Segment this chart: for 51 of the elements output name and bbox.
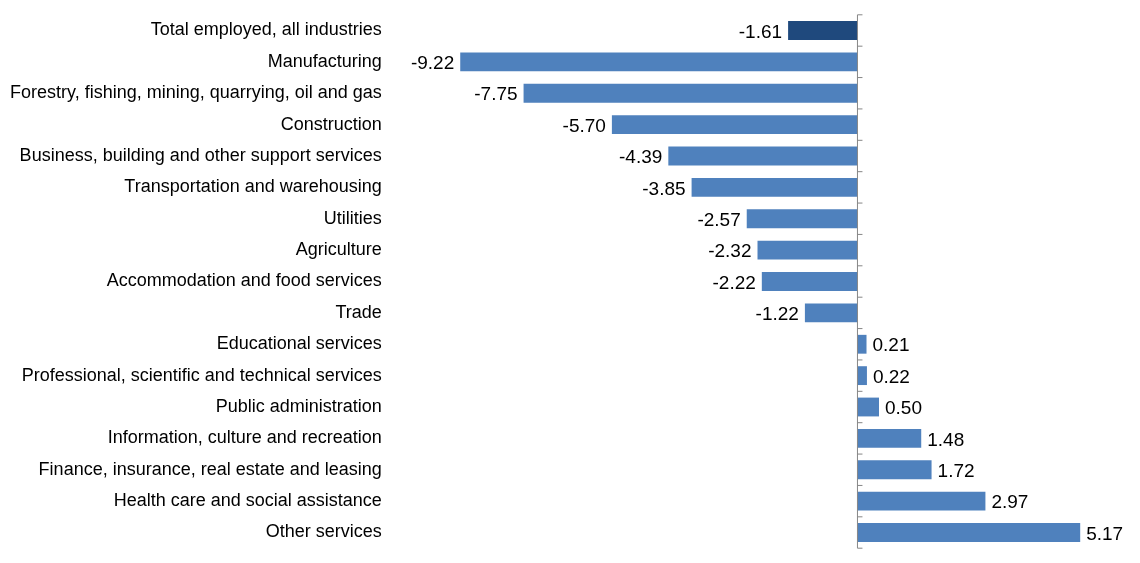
bar <box>857 428 922 448</box>
data-label: 0.22 <box>872 365 910 387</box>
y-tick-label: Transportation and warehousing <box>124 176 382 197</box>
y-tick-label: Health care and social assistance <box>113 490 382 511</box>
data-label: -2.32 <box>708 240 752 262</box>
bar <box>857 523 1081 542</box>
y-tick-label: Manufacturing <box>267 50 382 71</box>
data-label: -7.75 <box>474 83 518 105</box>
bar <box>460 52 858 72</box>
data-label: 5.17 <box>1086 522 1124 544</box>
bar <box>761 272 858 291</box>
data-label: -4.39 <box>619 146 663 168</box>
bar <box>857 491 986 511</box>
y-tick-label: Total employed, all industries <box>150 19 382 40</box>
bar <box>857 366 867 386</box>
bar <box>691 177 858 197</box>
y-tick-label: Business, building and other support services <box>19 144 382 165</box>
bar <box>668 146 858 166</box>
y-tick-label: Utilities <box>323 207 382 228</box>
bar <box>804 303 858 323</box>
data-label: -9.22 <box>410 52 455 74</box>
bar <box>857 397 879 417</box>
y-tick-label: Finance, insurance, real estate and leasing <box>38 458 382 479</box>
bar <box>857 334 867 354</box>
y-tick-label: Other services <box>265 521 382 542</box>
data-label: 0.50 <box>885 397 922 419</box>
data-label: 0.21 <box>872 334 910 356</box>
y-tick-label: Agriculture <box>295 239 382 260</box>
data-label: -2.57 <box>697 208 741 230</box>
y-tick-label: Professional, scientific and technical services <box>21 364 382 385</box>
y-tick-label: Construction <box>280 113 382 134</box>
y-tick-label: Forestry, fishing, mining, quarrying, oil and gas <box>10 82 382 103</box>
data-label: -2.22 <box>712 271 756 293</box>
data-label: -3.85 <box>642 177 686 199</box>
y-tick-label: Information, culture and recreation <box>107 427 382 448</box>
bar <box>611 115 858 135</box>
y-tick-label: Educational services <box>216 333 382 354</box>
data-label: 1.48 <box>927 428 965 450</box>
bar <box>788 21 858 40</box>
data-label: -5.70 <box>562 114 606 136</box>
data-label: 2.97 <box>991 491 1029 513</box>
y-tick-label: Trade <box>335 301 382 322</box>
y-tick-label: Accommodation and food services <box>106 270 382 291</box>
bar <box>523 83 858 103</box>
bar <box>757 240 858 260</box>
bar <box>746 209 858 229</box>
data-label: 1.72 <box>937 459 975 481</box>
y-tick-label: Public administration <box>215 395 382 416</box>
bar <box>857 460 932 480</box>
data-label: -1.22 <box>755 303 799 325</box>
data-label: -1.61 <box>738 20 783 42</box>
